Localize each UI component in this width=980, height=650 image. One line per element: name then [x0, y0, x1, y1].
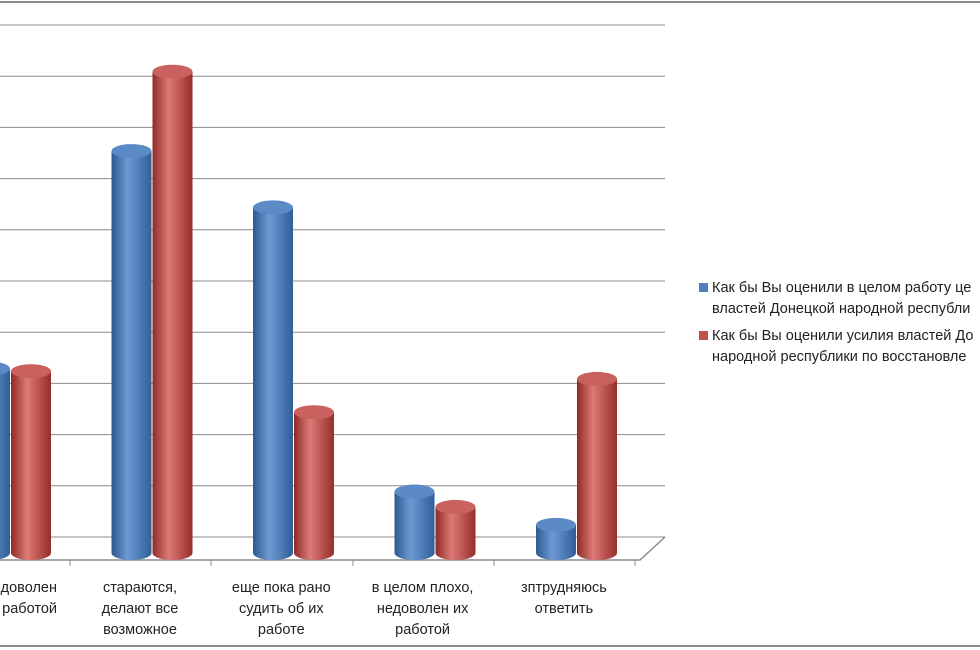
bar-0-1: [111, 151, 152, 560]
category-label: доволен работой: [1, 580, 57, 617]
category-label: стараются, делают все возможное: [102, 580, 179, 638]
bar-1-3: [435, 506, 476, 560]
bar-top-0-4: [536, 517, 576, 532]
bar-1-2: [294, 412, 334, 560]
category-label: зптрудняюсь ответить: [521, 580, 607, 617]
bar-top-1-4: [577, 371, 617, 386]
bar-top-0-0: [0, 362, 10, 375]
legend-swatch: [699, 331, 708, 340]
legend-entry: Как бы Вы оценили усилия властей До народ…: [712, 328, 973, 365]
bar-0-2: [253, 207, 293, 560]
floor-edge: [0, 536, 666, 561]
bar-1-1: [152, 71, 193, 560]
category-label: еще пока рано судить об их работе: [232, 580, 331, 638]
bar-top-1-0: [11, 364, 51, 379]
bar-1-0: [11, 371, 51, 560]
bar-top-1-3: [435, 499, 476, 514]
bar-top-1-2: [294, 405, 334, 420]
bar-1-4: [577, 378, 617, 560]
bar-top-0-3: [394, 484, 435, 499]
bar-0-0: [0, 368, 10, 560]
bar-top-1-1: [152, 64, 193, 79]
legend-swatch: [699, 283, 708, 292]
category-label: в целом плохо, недоволен их работой: [372, 580, 474, 638]
legend-entry: Как бы Вы оценили в целом работу це власт…: [712, 280, 971, 317]
bar-top-0-1: [111, 144, 152, 159]
bar-0-3: [394, 491, 435, 560]
bar-0-4: [536, 524, 576, 560]
bar-top-0-2: [253, 200, 293, 215]
